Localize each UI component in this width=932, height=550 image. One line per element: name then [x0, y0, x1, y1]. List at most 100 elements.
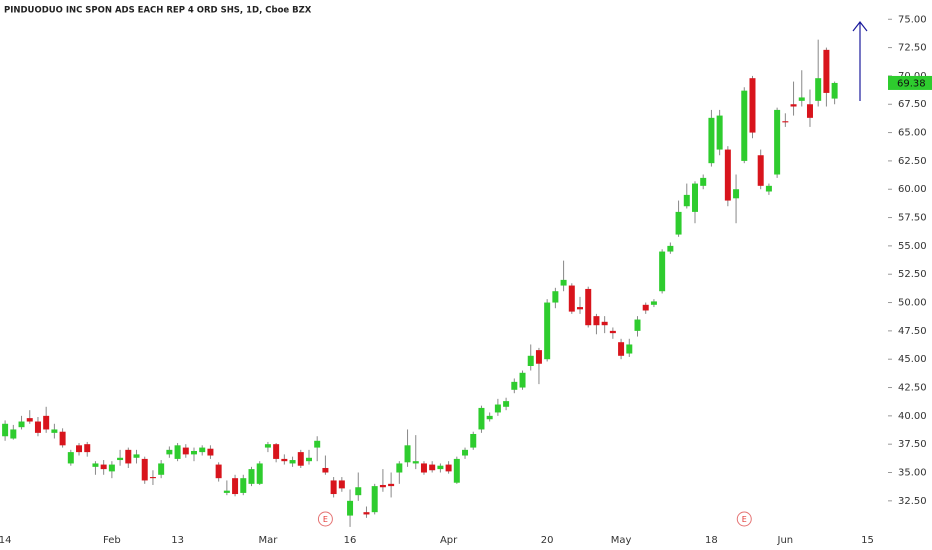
candle-body — [478, 407, 485, 430]
candle-body — [338, 480, 345, 489]
candle-body — [716, 115, 723, 150]
y-tick-label: 37.50 — [898, 439, 927, 450]
candle-body — [215, 464, 222, 479]
candle-body — [724, 149, 731, 201]
earnings-marker — [317, 511, 333, 527]
earnings-marker — [736, 511, 752, 527]
candle-body — [297, 452, 304, 466]
candle-body — [790, 104, 797, 107]
candle-body — [527, 355, 534, 366]
candle-body — [831, 82, 838, 99]
candle-body — [782, 121, 789, 123]
candle-body — [675, 211, 682, 235]
candle-body — [141, 458, 148, 481]
x-tick-label: Mar — [258, 535, 278, 546]
x-tick-label: 16 — [344, 535, 357, 546]
candle-body — [519, 372, 526, 388]
y-tick-label: 35.00 — [898, 468, 927, 479]
y-tick-label: 57.50 — [898, 213, 927, 224]
candle-body — [2, 423, 9, 437]
candle-body — [355, 487, 362, 496]
candle-body — [494, 404, 501, 413]
candle-body — [453, 458, 460, 483]
candle-body — [560, 279, 567, 286]
y-tick-label: 32.50 — [898, 496, 927, 507]
candle-body — [330, 480, 337, 495]
candle-body — [232, 478, 239, 495]
candle-body — [240, 478, 247, 493]
candle-body — [700, 177, 707, 186]
y-tick-label: 75.00 — [898, 14, 927, 25]
y-tick-label: 72.50 — [898, 43, 927, 54]
candle-body — [34, 421, 41, 433]
candle-body — [149, 477, 156, 479]
candle-body — [92, 463, 99, 467]
candle-body — [223, 490, 230, 493]
candle-body — [503, 401, 510, 407]
candle-body — [437, 465, 444, 470]
x-tick-label: 14 — [0, 535, 11, 546]
y-tick-label: 62.50 — [898, 156, 927, 167]
candle-body — [429, 464, 436, 471]
earnings-label: E — [742, 515, 747, 524]
y-tick-label: 55.00 — [898, 241, 927, 252]
candle-body — [691, 183, 698, 212]
candle-body — [404, 445, 411, 463]
candle-body — [43, 415, 50, 430]
x-tick-label: 15 — [861, 535, 874, 546]
candle-body — [67, 452, 74, 464]
candle-body — [733, 189, 740, 199]
candle-body — [191, 450, 198, 455]
y-tick-label: 65.00 — [898, 128, 927, 139]
y-tick-label: 67.50 — [898, 99, 927, 110]
y-tick-label: 60.00 — [898, 184, 927, 195]
candle-body — [322, 467, 329, 473]
candle-body — [314, 440, 321, 448]
candle-body — [76, 445, 83, 453]
candle-body — [125, 449, 132, 464]
candle-body — [486, 415, 493, 420]
candle-body — [347, 500, 354, 516]
candle-body — [273, 444, 280, 459]
candle-body — [445, 464, 452, 472]
candle-body — [305, 457, 312, 462]
candle-body — [26, 418, 33, 422]
candle-body — [650, 301, 657, 305]
x-tick-label: May — [611, 535, 632, 546]
x-tick-label: Jun — [777, 535, 794, 546]
y-tick-label: 45.00 — [898, 354, 927, 365]
candle-body — [765, 185, 772, 192]
candle-body — [371, 486, 378, 513]
x-tick-label: Apr — [440, 535, 458, 546]
x-tick-label: 13 — [171, 535, 184, 546]
candle-body — [806, 104, 813, 118]
candle-body — [182, 447, 189, 455]
candle-body — [396, 463, 403, 473]
candle-body — [158, 463, 165, 475]
candle-body — [388, 483, 395, 487]
candle-body — [823, 49, 830, 93]
candle-body — [618, 342, 625, 356]
last-price-box — [888, 75, 932, 90]
candle-body — [166, 449, 173, 455]
candle-body — [552, 291, 559, 303]
candle-body — [10, 429, 17, 439]
candle-body — [593, 316, 600, 326]
x-tick-label: 20 — [541, 535, 554, 546]
candle-body — [18, 421, 25, 428]
y-tick-label: 40.00 — [898, 411, 927, 422]
candle-body — [815, 78, 822, 101]
candle-body — [248, 469, 255, 484]
x-tick-label: 18 — [705, 535, 718, 546]
candle-body — [708, 117, 715, 164]
candle-body — [577, 307, 584, 310]
candle-body — [511, 381, 518, 390]
candle-body — [363, 512, 370, 515]
candle-body — [585, 288, 592, 326]
candle-body — [601, 321, 608, 326]
candle-body — [757, 155, 764, 186]
x-tick-label: Feb — [103, 535, 121, 546]
last-price-label: 69.38 — [897, 78, 926, 89]
